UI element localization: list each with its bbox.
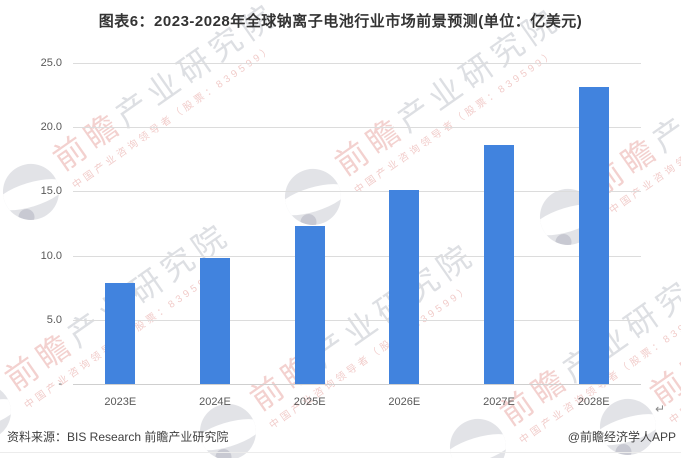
plot-area (73, 63, 641, 385)
gridline (73, 319, 641, 321)
bar-2023E (105, 282, 136, 384)
bar-2028E (578, 87, 609, 384)
x-tick-label: 2026E (388, 396, 421, 408)
bottom-divider (0, 452, 681, 453)
y-tick-label: - (58, 378, 62, 390)
gridline (73, 127, 641, 129)
gridline (73, 63, 641, 64)
bar-2024E (200, 258, 230, 384)
watermark-tagline: 中国产业咨询领导者（股票：839599） (667, 277, 681, 427)
y-tick-label: 10.0 (40, 249, 62, 262)
x-tick-label: 2024E (199, 396, 231, 408)
watermark-brand-secondary: 产业研究院 (645, 20, 681, 159)
return-mark: ↵ (655, 402, 666, 416)
x-tick-label: 2028E (577, 396, 610, 408)
source-text: 资料来源：BIS Research 前瞻产业研究院 (7, 430, 229, 444)
x-tick-label: 2025E (293, 396, 326, 408)
x-tick-label: 2023E (104, 396, 137, 408)
watermark-globe-icon (438, 407, 517, 458)
chart-title: 图表6：2023-2028年全球钠离子电池行业市场前景预测(单位：亿美元) (98, 13, 583, 30)
x-tick-label: 2027E (483, 396, 515, 408)
y-tick-label: 5.0 (46, 313, 62, 326)
y-tick-label: 20.0 (40, 121, 62, 134)
y-tick-label: 25.0 (40, 57, 62, 69)
bar-2025E (294, 226, 325, 384)
gridline (73, 191, 641, 193)
bar-2026E (389, 190, 420, 384)
y-tick-label: 15.0 (40, 185, 62, 198)
bar-2027E (484, 145, 514, 384)
gridline (73, 255, 641, 257)
credit-text: @前瞻经济学人APP (567, 430, 676, 444)
